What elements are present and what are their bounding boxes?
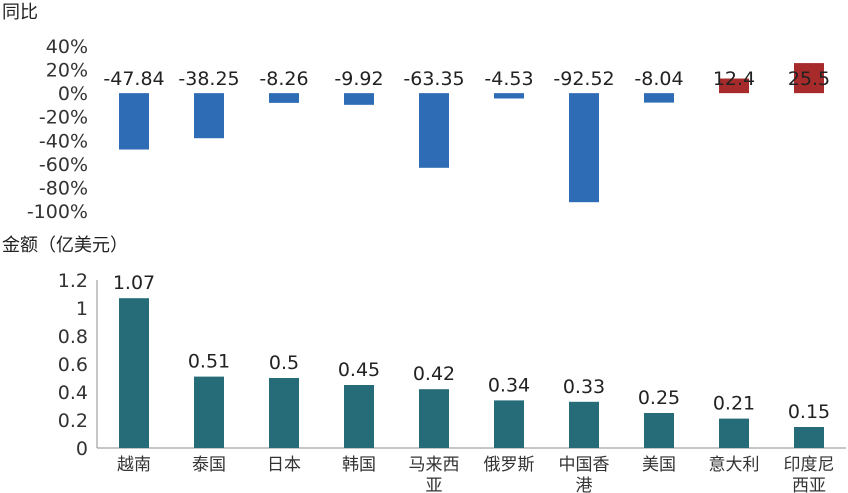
- amount-data-label: 0.21: [713, 393, 755, 415]
- amount-bar: [719, 418, 749, 448]
- amount-bar: [419, 389, 449, 448]
- yoy-tick-label: 40%: [46, 36, 88, 58]
- category-label: 印度尼西亚: [784, 455, 835, 493]
- amount-data-label: 0.34: [488, 374, 530, 396]
- amount-chart: 金额（亿美元） 1.2 1 0.8 0.6 0.4 0.2 0 1.07 越南 0.51 泰国 0.5…: [2, 235, 846, 493]
- yoy-data-label: -8.04: [634, 68, 683, 90]
- yoy-axis-title: 同比: [2, 2, 38, 23]
- yoy-data-label: -47.84: [103, 68, 164, 90]
- yoy-bar: [344, 93, 374, 105]
- amount-bar: [644, 413, 674, 448]
- yoy-tick-label: 0%: [58, 83, 88, 105]
- yoy-data-label: -38.25: [178, 68, 239, 90]
- amount-bar: [194, 376, 224, 448]
- yoy-data-label: 25.5: [788, 68, 830, 90]
- yoy-bar: [419, 93, 449, 168]
- amount-axis-title: 金额（亿美元）: [2, 235, 128, 256]
- amount-data-label: 0.42: [413, 363, 455, 385]
- yoy-bar: [194, 93, 224, 139]
- amount-bar: [794, 427, 824, 448]
- yoy-data-label: -9.92: [334, 68, 383, 90]
- amount-bar: [344, 385, 374, 448]
- yoy-bar: [794, 63, 824, 94]
- amount-data-label: 0.25: [638, 387, 680, 409]
- yoy-tick-label: -80%: [39, 177, 88, 199]
- amount-tick-label: 0.6: [58, 354, 88, 376]
- amount-tick-label: 0.4: [58, 382, 88, 404]
- amount-bar: [569, 401, 599, 448]
- yoy-bar: [269, 93, 299, 103]
- amount-tick-label: 0: [76, 438, 88, 460]
- yoy-tick-label: -60%: [39, 154, 88, 176]
- amount-tick-label: 1: [76, 298, 88, 320]
- yoy-tick-label: -40%: [39, 130, 88, 152]
- category-label: 泰国: [192, 455, 226, 475]
- yoy-tick-label: -20%: [39, 107, 88, 129]
- yoy-bar: [569, 93, 599, 203]
- amount-data-label: 0.5: [269, 352, 299, 374]
- amount-tick-label: 0.8: [58, 326, 88, 348]
- yoy-bar: [644, 93, 674, 103]
- category-label: 美国: [642, 455, 676, 475]
- category-label: 韩国: [342, 455, 376, 475]
- yoy-bar: [119, 93, 149, 150]
- amount-data-label: 1.07: [113, 272, 155, 294]
- yoy-data-label: -63.35: [403, 68, 464, 90]
- category-label: 马来西亚: [409, 455, 460, 493]
- amount-data-label: 0.15: [788, 401, 830, 423]
- amount-data-label: 0.33: [563, 376, 605, 398]
- amount-tick-label: 0.2: [58, 410, 88, 432]
- category-label: 俄罗斯: [484, 455, 535, 475]
- yoy-bar: [494, 93, 524, 99]
- yoy-data-label: -8.26: [259, 68, 308, 90]
- amount-tick-label: 1.2: [58, 270, 88, 292]
- amount-data-label: 0.51: [188, 351, 230, 373]
- amount-data-label: 0.45: [338, 359, 380, 381]
- amount-bar: [494, 400, 524, 448]
- category-label: 意大利: [709, 455, 760, 475]
- yoy-data-label: -92.52: [553, 68, 614, 90]
- yoy-bar: [719, 78, 749, 94]
- yoy-data-label: -4.53: [484, 68, 533, 90]
- category-label: 越南: [117, 455, 151, 475]
- yoy-tick-label: 20%: [46, 60, 88, 82]
- category-label: 中国香港: [559, 455, 610, 493]
- amount-bar: [119, 298, 149, 448]
- amount-bar: [269, 378, 299, 448]
- category-label: 日本: [267, 455, 301, 475]
- yoy-tick-label: -100%: [27, 201, 88, 223]
- yoy-chart: 同比 40%20%0%-20%-40%-60%-80%-100% -47.84 -3…: [2, 2, 830, 223]
- yoy-data-label: 12.4: [713, 68, 755, 90]
